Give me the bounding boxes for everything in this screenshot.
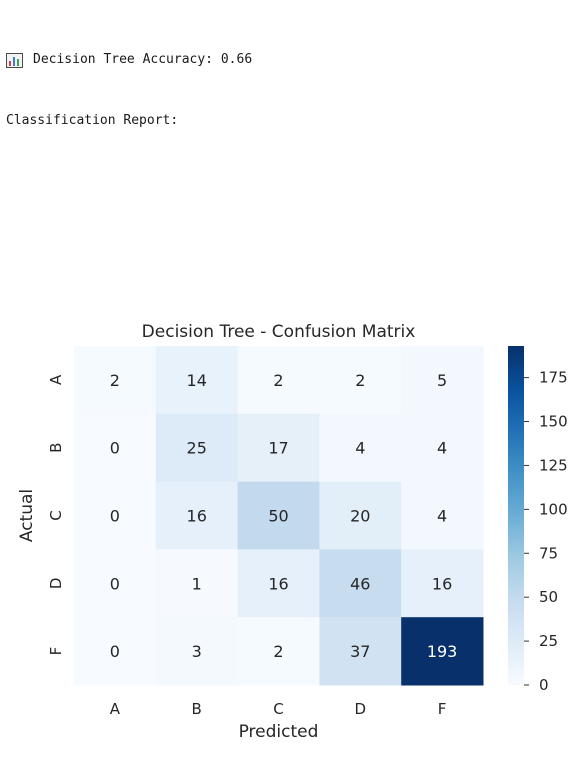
heatmap-cell: [319, 617, 402, 686]
accuracy-text: Decision Tree Accuracy: 0.66: [33, 51, 253, 67]
heatmap-cell: [74, 346, 157, 415]
heatmap-cell-value: 50: [268, 507, 288, 526]
heatmap-cell-value: 0: [110, 642, 120, 661]
heatmap-cell-value: 2: [273, 371, 283, 390]
heatmap-cell-value: 1: [192, 574, 202, 593]
heatmap-cell: [74, 481, 157, 550]
y-axis-label: Actual: [17, 489, 37, 542]
heatmap-cell: [401, 617, 484, 686]
y-tick-label: B: [47, 443, 65, 453]
heatmap-cell: [237, 481, 320, 550]
colorbar-tick-label: 75: [539, 544, 558, 562]
chart-title: Decision Tree - Confusion Matrix: [142, 322, 416, 342]
heatmap-cell-value: 0: [110, 439, 120, 458]
heatmap-cell: [401, 346, 484, 415]
x-tick-label: D: [355, 700, 367, 718]
heatmap-cell: [401, 481, 484, 550]
heatmap-cell-value: 3: [192, 642, 202, 661]
heatmap-cell: [319, 413, 402, 483]
x-tick-label: A: [110, 700, 121, 718]
heatmap-cell-value: 14: [187, 371, 207, 390]
x-tick-label: F: [438, 700, 447, 718]
heatmap-cell-value: 0: [110, 507, 120, 526]
y-tick-label: D: [47, 578, 65, 590]
heatmap-cell: [155, 346, 239, 415]
x-tick-label: B: [192, 700, 202, 718]
heatmap-cell: [319, 481, 402, 550]
heatmap-cell: [401, 549, 484, 618]
heatmap-cell-value: 25: [187, 439, 207, 458]
heatmap-cell: [401, 413, 484, 483]
heatmap-cell-value: 46: [350, 574, 370, 593]
heatmap-cell: [155, 481, 239, 550]
colorbar-tick-label: 100: [539, 500, 568, 518]
confusion-matrix-chart: Decision Tree - Confusion Matrix 2 14 2 2 5 0 2…: [0, 318, 586, 758]
heatmap-cell-value: 4: [355, 439, 365, 458]
heatmap-cell: [237, 617, 320, 686]
cell-output: Decision Tree Accuracy: 0.66 Classificat…: [6, 9, 252, 152]
colorbar: [508, 346, 524, 685]
heatmap-cell-value: 2: [355, 371, 365, 390]
heatmap-cell: [74, 617, 157, 686]
heatmap-cell-value: 16: [187, 507, 207, 526]
bar-chart-icon: [6, 52, 23, 68]
heatmap-cell: [319, 549, 402, 618]
heatmap-cell: [237, 549, 320, 618]
heatmap-cell: [319, 346, 402, 415]
heatmap-cell: [155, 413, 239, 483]
heatmap-cell: [74, 549, 157, 618]
heatmap-cell-value: 2: [110, 371, 120, 390]
heatmap-cell-value: 17: [268, 439, 288, 458]
heatmap-cell-value: 16: [268, 574, 288, 593]
heatmap-cell: [74, 413, 157, 483]
colorbar-tick-label: 125: [539, 456, 568, 474]
y-tick-label: F: [47, 647, 65, 656]
colorbar-tick-label: 50: [539, 588, 558, 606]
y-tick-label: A: [47, 374, 65, 385]
accuracy-line: Decision Tree Accuracy: 0.66: [6, 50, 252, 70]
heatmap-cell-value: 0: [110, 574, 120, 593]
heatmap-cell-value: 4: [437, 507, 447, 526]
heatmap-cell-value: 4: [437, 439, 447, 458]
heatmap-cell: [155, 617, 239, 686]
colorbar-tick-label: 25: [539, 632, 558, 650]
x-axis-label: Predicted: [239, 722, 319, 742]
colorbar-tick-label: 175: [539, 369, 568, 387]
heatmap-cell: [155, 549, 239, 618]
y-tick-label: C: [47, 510, 65, 520]
colorbar-tick-label: 150: [539, 413, 568, 431]
heatmap-cell: [237, 346, 320, 415]
x-tick-label: C: [273, 700, 283, 718]
heatmap-cell-value: 2: [273, 642, 283, 661]
report-title: Classification Report:: [6, 113, 179, 128]
heatmap-cell-value: 20: [350, 507, 370, 526]
heatmap-cell-value: 193: [427, 642, 458, 661]
heatmap-cell: [237, 413, 320, 483]
colorbar-tick-label: 0: [539, 676, 549, 694]
heatmap-cell-value: 37: [350, 642, 370, 661]
heatmap-cell-value: 16: [432, 574, 452, 593]
heatmap-cell-value: 5: [437, 371, 447, 390]
